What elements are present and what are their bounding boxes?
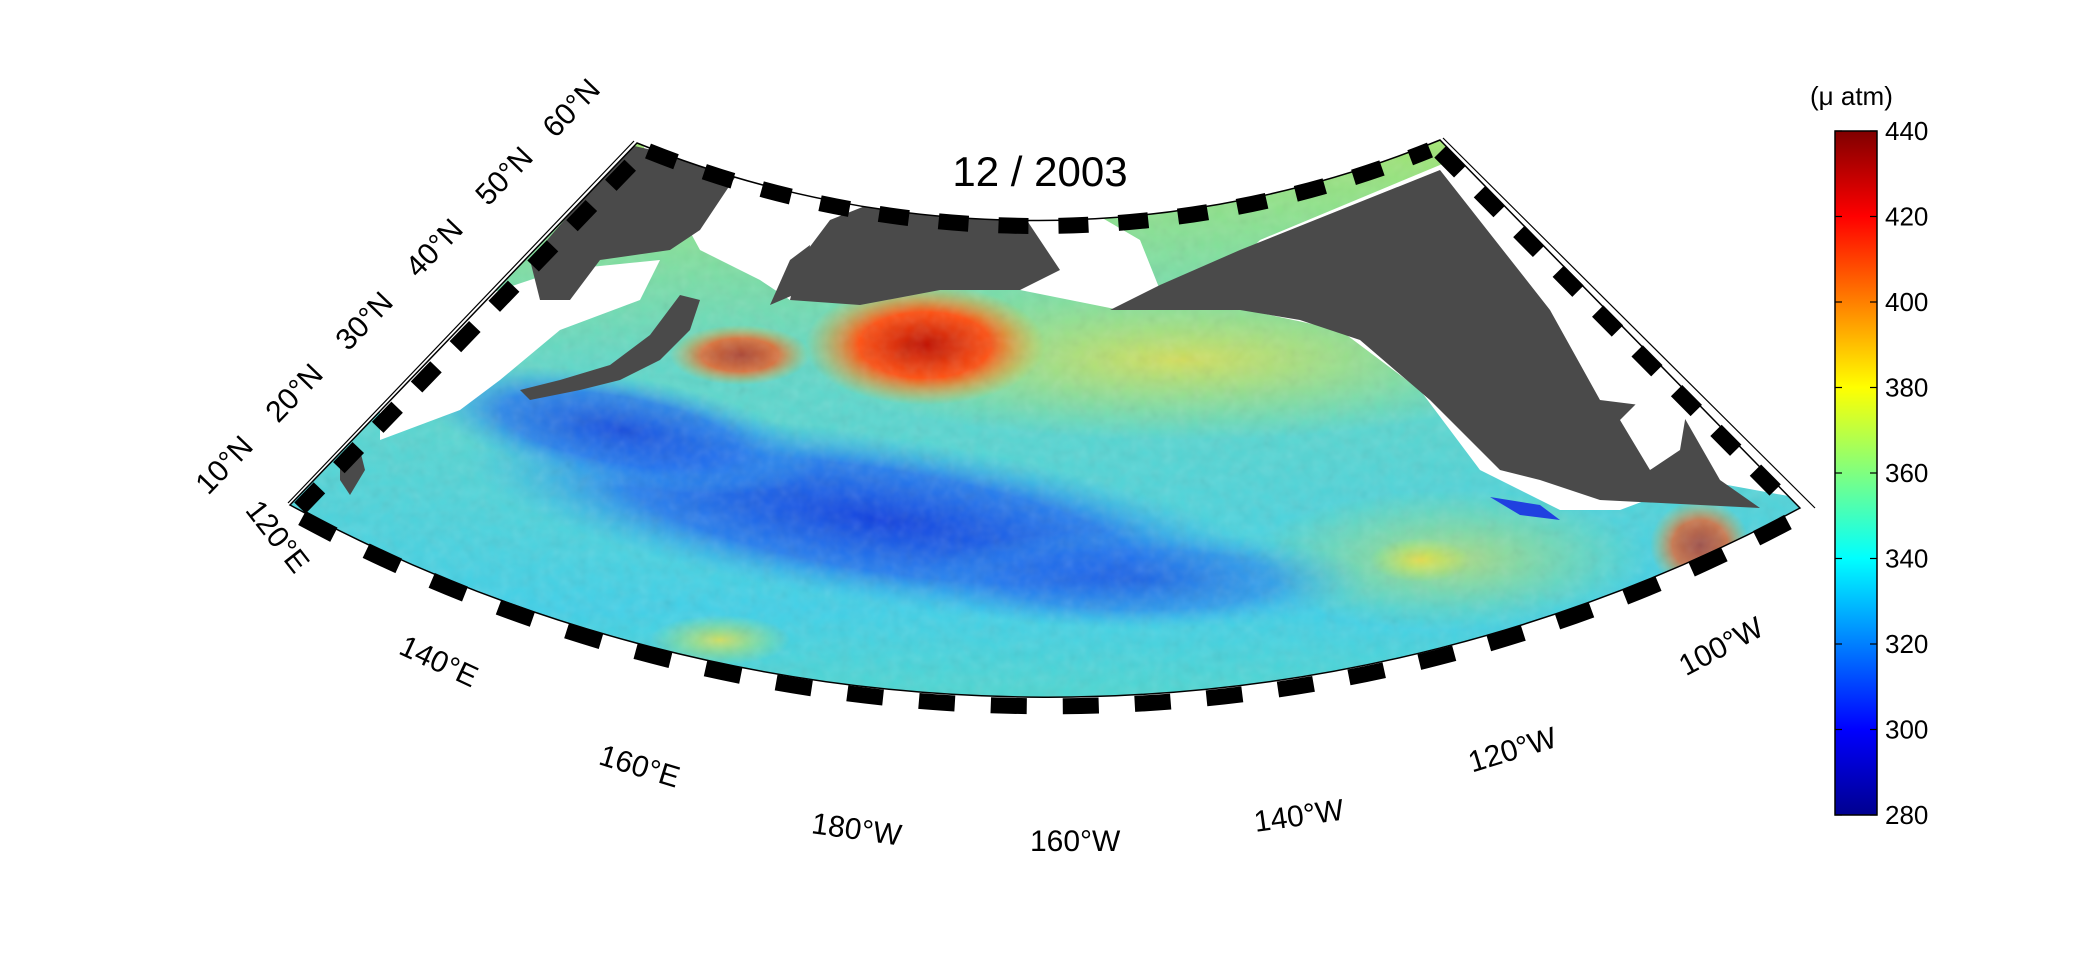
lon-label: 140°W [1252, 794, 1347, 839]
lon-label: 140°E [394, 630, 482, 695]
colorbar-tick-label: 280 [1885, 800, 1928, 830]
colorbar-tick-label: 400 [1885, 287, 1928, 317]
lat-label: 50°N [469, 141, 539, 212]
pco2-field [290, 140, 1800, 698]
lon-label: 100°W [1674, 611, 1770, 683]
colorbar-tick-label: 300 [1885, 715, 1928, 745]
colorbar-tick-label: 360 [1885, 458, 1928, 488]
lon-label: 180°W [810, 807, 905, 852]
alaska-landmass [1110, 170, 1760, 508]
lat-label: 40°N [399, 213, 469, 284]
lat-label: 10°N [189, 430, 259, 501]
lon-label: 160°E [595, 739, 683, 795]
colorbar-unit: (μ atm) [1810, 81, 1893, 111]
lat-label: 20°N [259, 358, 329, 429]
colorbar-tick-label: 340 [1885, 544, 1928, 574]
map-frame [287, 137, 1816, 715]
siberia-landmass [790, 200, 1060, 305]
lat-label: 60°N [537, 73, 607, 144]
lon-label: 160°W [1030, 825, 1121, 858]
lat-label: 30°N [329, 286, 399, 357]
colorbar-tick-label: 440 [1885, 116, 1928, 146]
colorbar: (μ atm) 440 420 400 380 360 340 320 300 280 [1810, 81, 1928, 830]
colorbar-tick-label: 380 [1885, 373, 1928, 403]
lon-label: 120°W [1465, 721, 1562, 779]
colorbar-ticks: 440 420 400 380 360 340 320 300 280 [1835, 116, 1928, 830]
colorbar-tick-label: 420 [1885, 202, 1928, 232]
map-title: 12 / 2003 [952, 148, 1127, 195]
kamchatka-landmass [770, 245, 810, 305]
japan-landmass [520, 295, 700, 400]
colorbar-tick-label: 320 [1885, 629, 1928, 659]
asia-landmass [530, 145, 740, 300]
